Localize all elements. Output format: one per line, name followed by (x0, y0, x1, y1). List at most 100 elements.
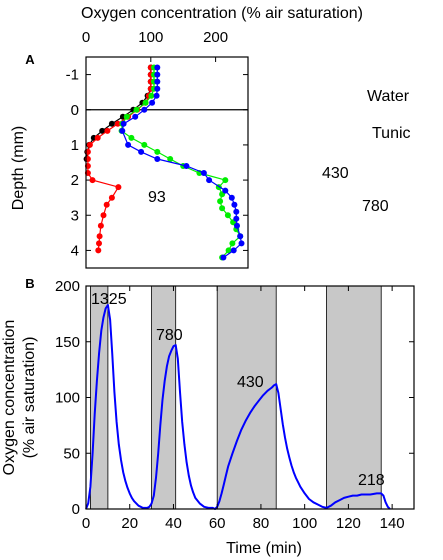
panel-a-point (222, 177, 229, 184)
annotation-218: 218 (358, 472, 385, 489)
panel-a-frame (85, 56, 249, 269)
panel-a-ytick-label: 0 (71, 102, 79, 119)
panel-a-point (99, 127, 106, 134)
panel-b-shading (90, 285, 382, 510)
panel-a-point (219, 205, 226, 212)
panel-a-point (154, 78, 161, 85)
annotation-1325: 1325 (91, 291, 127, 308)
panel-a-xtick-label: 100 (138, 29, 163, 46)
panel-b-xtick-label: 20 (121, 515, 138, 532)
panel-a-point (217, 198, 224, 205)
panel-b-xtick-label: 100 (292, 515, 317, 532)
panel-a-point (230, 247, 237, 254)
panel-a-point (120, 120, 127, 127)
panel-a-point (154, 85, 161, 92)
panel-a-ytick-label: -1 (66, 67, 79, 84)
panel-a-line-0 (86, 67, 152, 160)
panel-b-ytick-label: 100 (55, 390, 80, 407)
panel-a-series-2 (118, 64, 244, 261)
panel-a-point (237, 233, 244, 240)
panel-b-xtick-label: 40 (165, 515, 182, 532)
panel-a-point (183, 163, 190, 169)
panel-a-xtick-label: 200 (203, 29, 228, 46)
panel-b-ytick-label: 150 (55, 334, 80, 351)
panel-a-point (225, 247, 232, 254)
panel-b-ytick-label: 50 (63, 445, 80, 462)
panel-a-series (83, 64, 245, 261)
panel-a-point (238, 240, 245, 247)
panel-a-ytick-label: 3 (71, 207, 79, 224)
panel-a-point (167, 156, 174, 162)
panel-a-point (149, 99, 156, 106)
panel-a-line-2 (120, 67, 241, 258)
panel-a-point (115, 184, 122, 191)
panel-a-point (108, 194, 115, 201)
panel-b-ytick-label: 200 (55, 278, 80, 295)
panel-a-point (228, 194, 235, 201)
panel-a-point (128, 134, 135, 141)
panel-a-ylabel: Depth (mm) (10, 126, 27, 210)
panel-a-line-3 (121, 67, 243, 258)
panel-a-series-1 (84, 64, 154, 254)
panel-a-point (200, 170, 207, 176)
panel-a-point (94, 134, 101, 141)
annotation-93: 93 (148, 189, 166, 206)
panel-a-point (103, 201, 110, 208)
water-label: Water (367, 88, 410, 105)
panel-a-point (224, 212, 231, 219)
panel-b-ylabel-text: Oxygen concentration (% air saturation) (1, 320, 38, 476)
panel-a-point (142, 99, 149, 106)
panel-a-point (154, 64, 161, 71)
panel-b-ylabel-line: (% air saturation) (21, 337, 38, 459)
panel-a-point (222, 187, 229, 194)
panel-a-point (123, 113, 130, 120)
panel-a-point (233, 215, 240, 222)
panel-a-point (95, 247, 102, 254)
panel-a-ytick-label: 2 (71, 172, 79, 189)
panel-a-point (133, 106, 140, 113)
panel-b-ticks: 0 20 40 60 80 100 120 140 0 50 100 150 200 (55, 278, 414, 532)
panel-b-letter: B (25, 276, 34, 291)
panel-a-point (96, 240, 102, 247)
panel-b-annotations: 1325 780 430 218 (91, 291, 385, 489)
panel-b-xlabel: Time (min) (226, 540, 302, 557)
panel-b-series (85, 304, 391, 510)
panel-b-xtick-label: 60 (209, 515, 226, 532)
panel-a-point (96, 233, 103, 240)
panel-a-point (233, 208, 240, 215)
panel-b-ylabel-line: Oxygen concentration (1, 320, 18, 476)
panel-a-point (97, 222, 104, 229)
panel-a: Oxygen concentration (% air saturation) … (10, 5, 411, 269)
panel-a-point (206, 177, 213, 184)
shaded-interval-3 (326, 285, 382, 510)
panel-a-point (154, 148, 161, 155)
panel-a-point (104, 127, 111, 134)
panel-a-line-1 (87, 67, 152, 251)
panel-a-point (119, 127, 126, 134)
panel-a-ticks: 0 100 200 -1 0 1 2 3 4 (66, 29, 248, 259)
panel-a-point (153, 92, 160, 99)
panel-a-point (220, 254, 227, 261)
panel-a-point (141, 141, 148, 148)
panel-b-line-0 (85, 304, 391, 510)
panel-a-point (141, 106, 148, 113)
annotation-430-b: 430 (237, 374, 264, 391)
annotation-780: 780 (362, 198, 389, 215)
panel-a-point (108, 120, 115, 127)
annotation-780-b: 780 (156, 327, 183, 344)
panel-a-point (231, 201, 238, 208)
panel-a-ytick-label: 4 (71, 242, 79, 259)
panel-a-letter: A (25, 52, 35, 67)
panel-b-xtick-label: 120 (336, 515, 361, 532)
panel-a-point (132, 113, 139, 120)
panel-b-xtick-label: 80 (253, 515, 270, 532)
tunic-label: Tunic (372, 125, 411, 142)
panel-a-point (154, 156, 161, 162)
panel-b-ytick-label: 0 (72, 501, 80, 518)
panel-a-point (100, 212, 107, 219)
panel-a-point (234, 222, 240, 229)
panel-a-point (125, 141, 132, 148)
panel-a-xlabel: Oxygen concentration (% air saturation) (81, 5, 363, 22)
panel-b-xtick-label: 140 (380, 515, 405, 532)
